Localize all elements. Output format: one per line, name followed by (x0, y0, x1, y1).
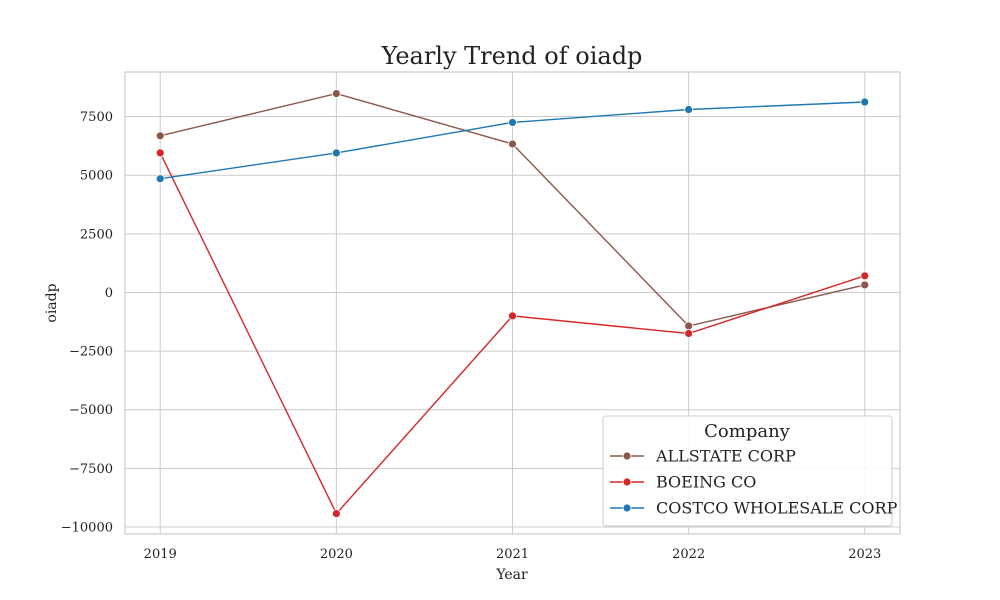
legend-label-boeing-co: BOEING CO (656, 473, 756, 492)
y-axis-title: oiadp (44, 283, 60, 322)
data-point-costco-wholesale-corp (331, 148, 341, 158)
data-point-costco-wholesale-corp (860, 97, 870, 107)
y-tick-label: 7500 (80, 110, 113, 125)
data-point-costco-wholesale-corp (508, 118, 517, 127)
legend-box (602, 415, 893, 527)
data-point-boeing-co (684, 329, 694, 338)
legend-title: Company (704, 421, 791, 442)
legend-label-costco-wholesale-corp: COSTCO WHOLESALE CORP (656, 499, 898, 518)
y-tick-labels: −10000 −7500 −5000 −2500 0 2500 5000 7500 (61, 110, 113, 535)
plot-frame (124, 71, 901, 535)
x-axis-title: Year (495, 567, 528, 583)
x-tick-label: 2023 (848, 547, 881, 562)
y-tick-label: 5000 (80, 169, 113, 184)
legend-swatch-marker-allstate-corp (622, 451, 632, 461)
y-tick-label: 0 (105, 286, 113, 301)
data-point-allstate-corp (684, 321, 694, 331)
data-point-boeing-co (155, 148, 165, 158)
data-point-costco-wholesale-corp (155, 174, 165, 184)
x-tick-label: 2022 (672, 547, 705, 562)
x-tick-label: 2021 (496, 547, 529, 562)
data-point-allstate-corp (508, 139, 517, 149)
x-tick-labels: 2019 2020 2021 2022 2023 (144, 547, 882, 562)
y-tick-label: −10000 (61, 520, 113, 535)
x-tick-label: 2020 (320, 547, 353, 562)
data-point-allstate-corp (860, 280, 870, 290)
legend: Company ALLSTATE CORP BOEING CO COSTCO WHO… (602, 415, 898, 527)
legend-label-allstate-corp: ALLSTATE CORP (655, 447, 796, 466)
series-markers (155, 89, 870, 518)
data-point-boeing-co (860, 271, 870, 281)
data-point-allstate-corp (155, 131, 165, 141)
chart-title: Yearly Trend of oiadp (381, 42, 643, 70)
y-tick-label: −2500 (69, 345, 113, 360)
data-point-allstate-corp (331, 89, 341, 98)
legend-entries: ALLSTATE CORP BOEING CO COSTCO WHOLESALE C… (610, 447, 898, 518)
data-point-costco-wholesale-corp (684, 105, 694, 114)
y-tick-label: −5000 (69, 403, 113, 418)
data-point-boeing-co (331, 509, 341, 518)
legend-swatch-marker-boeing-co (622, 477, 632, 487)
y-tick-label: −7500 (69, 462, 113, 477)
y-tick-label: 2500 (80, 227, 113, 242)
x-tick-label: 2019 (144, 547, 177, 562)
legend-swatch-marker-costco-wholesale-corp (622, 503, 632, 513)
data-point-boeing-co (508, 311, 517, 321)
